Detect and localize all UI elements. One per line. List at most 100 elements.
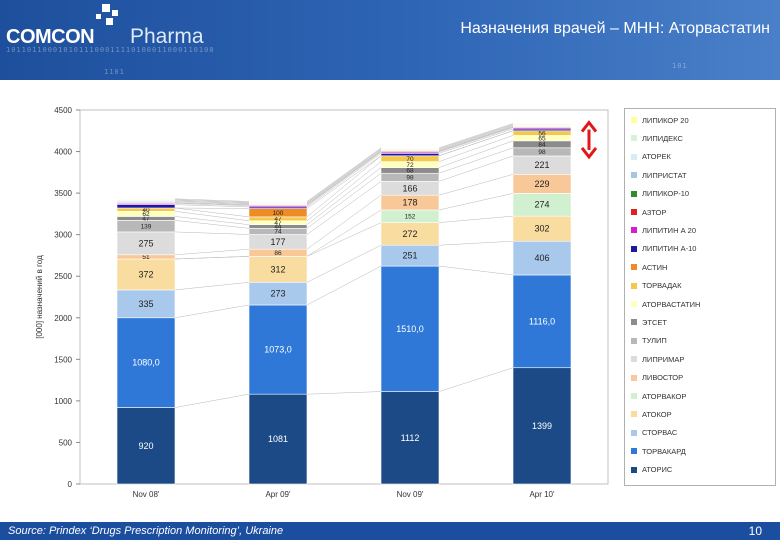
legend-item: ЛИПИКОР-10 (631, 187, 689, 201)
connector-line (438, 140, 514, 168)
legend-label: АЗТОР (642, 207, 667, 217)
chart-area: 0 500 1000 1500 2000 2500 3000 3500 4000 4500 [000… (0, 86, 780, 516)
annotation-arrow-head-bottom (580, 147, 598, 160)
bar-segment (248, 256, 308, 283)
connector-line (438, 125, 514, 151)
bar-data-label: 1116,0 (529, 316, 555, 326)
legend-item: ЛИПИКОР 20 (631, 113, 689, 127)
legend-label: ЛИПИДЕКС (642, 133, 683, 143)
stacked-bar-chart: 0 500 1000 1500 2000 2500 3000 3500 4000 4500 [000… (35, 106, 609, 499)
legend-item: ЛИПИТИН А-10 (631, 242, 696, 256)
connector-line (306, 155, 382, 218)
legend-label: ТОРВАКАРД (642, 446, 686, 456)
bar-segment (248, 201, 308, 203)
page-title: Назначения врачей – МНН: Аторвастатин (460, 20, 770, 37)
connector-line (438, 130, 514, 157)
legend-label: АСТИН (642, 262, 668, 272)
legend-swatch (631, 190, 637, 197)
binary-decoration-2: 1101 (104, 68, 125, 76)
bar-data-label: 221 (534, 160, 549, 170)
chart-legend: ЛИПИКОР 20 ЛИПИДЕКС АТОРЕК ЛИПРИСТАТ ЛИПИКОР… (624, 108, 776, 486)
x-tick-label: Apr 10' (529, 490, 555, 499)
legend-label: АТОКОР (642, 409, 672, 419)
bar-data-label: 62 (142, 211, 150, 218)
bar-data-label: 302 (534, 224, 549, 234)
bar-segment (380, 391, 440, 485)
bar-data-label: 72 (406, 162, 414, 169)
bar-segment (116, 407, 176, 485)
source-note: Source: Prindex ‘Drugs Prescription Moni… (8, 525, 284, 537)
legend-swatch (631, 282, 637, 289)
y-tick-label: 2000 (54, 314, 72, 323)
connector-line (174, 220, 250, 229)
legend-swatch (631, 264, 637, 271)
bar-segment (116, 258, 176, 291)
legend-swatch (631, 117, 637, 123)
legend-label: ЛИПРИСТАТ (642, 170, 687, 180)
connector-line (438, 193, 514, 211)
legend-swatch (631, 301, 637, 307)
y-tick-label: 3500 (54, 189, 72, 198)
bar-segment (116, 204, 176, 209)
company-logo: COMCON Pharma (0, 0, 220, 56)
x-tick-label: Apr 09' (265, 490, 291, 499)
connector-line (174, 202, 250, 206)
connector-line (174, 203, 250, 206)
connector-line (306, 181, 382, 235)
connector-line (438, 215, 514, 223)
connector-line (174, 256, 250, 260)
connector-line (174, 204, 250, 208)
legend-item: ЛИПРИМАР (631, 352, 684, 366)
connector-line (438, 155, 514, 182)
connector-line (438, 174, 514, 196)
legend-item: ТОРВАДАК (631, 279, 682, 293)
legend-swatch (631, 337, 637, 344)
bar-segment (380, 153, 440, 157)
bar-data-label: 406 (534, 253, 549, 263)
connector-line (306, 244, 382, 283)
connector-line (174, 199, 250, 203)
legend-swatch (631, 172, 637, 179)
connector-line (306, 194, 382, 250)
legend-item: АТОКОР (631, 407, 672, 421)
connector-line (174, 393, 250, 408)
y-tick-label: 500 (59, 438, 73, 447)
connector-line (306, 155, 382, 209)
legend-item: ЛИВОСТОР (631, 371, 683, 385)
y-tick-label: 2500 (54, 272, 72, 281)
bar-segment (512, 367, 572, 485)
bar-data-label: 1112 (401, 433, 420, 443)
legend-label: СТОРВАС (642, 428, 678, 438)
legend-item: АТОРВАКОР (631, 389, 686, 403)
footer-bar (0, 522, 780, 540)
connector-line (438, 147, 514, 174)
legend-swatch (631, 448, 637, 455)
y-axis-label: [000] назначений в год (35, 255, 44, 339)
bar-data-label: 47 (142, 216, 150, 223)
legend-swatch (631, 374, 637, 381)
legend-swatch (631, 245, 637, 252)
legend-label: ЛИПРИМАР (642, 354, 685, 364)
connector-line (438, 124, 514, 150)
page-number: 10 (748, 524, 762, 538)
y-tick-label: 4000 (54, 148, 72, 157)
connector-line (438, 240, 514, 246)
connector-line (438, 128, 514, 154)
legend-label: ТУЛИП (642, 336, 667, 346)
bar-data-label: 74 (274, 229, 282, 236)
legend-item: СТОРВАС (631, 426, 677, 440)
bar-data-label: 335 (138, 299, 153, 309)
legend-item: АТОРЕК (631, 150, 671, 164)
legend-swatch (631, 429, 637, 436)
connector-line (438, 367, 514, 392)
legend-label: ЛИПИКОР-10 (642, 189, 690, 199)
connector-line (174, 231, 250, 235)
bar-data-label: 56 (538, 130, 546, 137)
bar-data-label: 312 (270, 264, 285, 274)
bar-data-label: 372 (138, 269, 153, 279)
legend-item: ЛИПИТИН А 20 (631, 223, 696, 237)
x-tick-label: Nov 09' (397, 490, 424, 499)
connector-line (438, 126, 514, 152)
connector-line (174, 207, 250, 209)
connector-line (306, 173, 382, 229)
